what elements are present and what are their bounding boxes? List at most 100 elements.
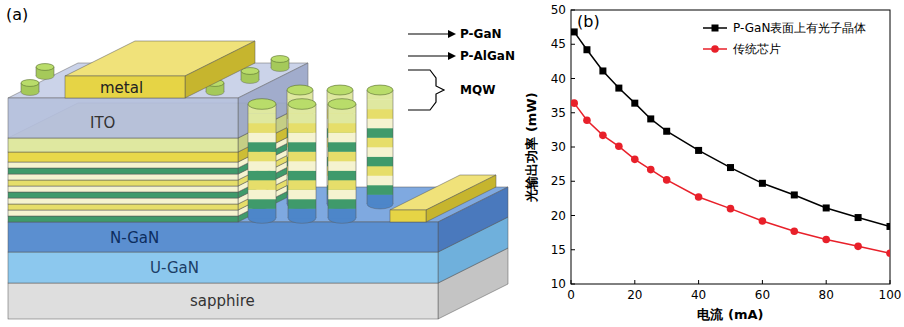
- pillar-band: [288, 199, 316, 209]
- pillar-band: [328, 142, 356, 152]
- pillar-band: [367, 185, 393, 195]
- legend: P-GaN表面上有光子晶体传统芯片: [703, 21, 866, 56]
- label-mqw: MQW: [460, 83, 495, 97]
- pillar-band: [328, 190, 356, 200]
- metal-pad-side: [185, 41, 255, 98]
- y-tick: [571, 181, 575, 182]
- mqw-stripe-front: [8, 216, 238, 222]
- y-axis-title: 光输出功率 (mW): [524, 92, 539, 202]
- nano-pillar: [241, 68, 259, 84]
- pillar-band: [367, 157, 393, 167]
- nano-pillar: [271, 56, 289, 72]
- arrow: [408, 55, 448, 56]
- pillar-top: [248, 99, 276, 110]
- pillar-band: [367, 119, 393, 129]
- u-gan-layer-front: [8, 252, 438, 283]
- pillar-band: [248, 114, 276, 124]
- pillar-band: [328, 199, 356, 209]
- y-tick: [571, 112, 575, 113]
- u-gan-layer: [8, 217, 508, 283]
- pillar-top: [21, 80, 39, 87]
- pillar-band: [288, 123, 316, 133]
- pillar-band: [248, 142, 276, 152]
- y-tick: [571, 44, 575, 45]
- mqw-stripe: [8, 151, 308, 192]
- pillar-band: [328, 152, 356, 162]
- x-tick-label: 60: [755, 288, 770, 302]
- pillar-edge: [327, 90, 328, 204]
- mqw-stripe-front: [8, 174, 238, 180]
- plot-marks: [571, 28, 890, 257]
- pillar-band: [288, 152, 316, 162]
- pillar-top: [288, 99, 316, 110]
- point: [887, 223, 891, 230]
- pillar-band: [328, 161, 356, 171]
- y-tick: [571, 78, 575, 79]
- pillar-edge: [287, 90, 288, 204]
- pillar-top: [328, 99, 356, 110]
- mqw-stripe-front: [8, 210, 238, 216]
- point: [822, 236, 830, 244]
- mqw-stripe-front: [8, 204, 238, 210]
- pillar-band: [367, 176, 393, 186]
- y-tick-label: 20: [551, 209, 566, 223]
- pillar-band: [367, 100, 393, 110]
- pillar-band: [248, 161, 276, 171]
- point: [855, 214, 862, 221]
- nano-pillar: [288, 99, 316, 224]
- pillar-top: [327, 85, 353, 95]
- nano-pillar: [21, 80, 39, 96]
- pillar-band: [288, 133, 316, 143]
- x-axis-title: 电流 (mA): [697, 307, 763, 322]
- chart-panel: 101520253035404550020406080100电流 (mA)光输出…: [520, 0, 904, 327]
- y-tick-label: 50: [551, 3, 566, 17]
- x-tick-label: 100: [879, 288, 902, 302]
- y-tick: [571, 284, 575, 285]
- metal-pad-front: [65, 76, 185, 98]
- pillar-band: [367, 166, 393, 176]
- pillar-edge: [356, 104, 357, 218]
- point: [599, 132, 607, 140]
- x-tick-label: 20: [627, 288, 642, 302]
- n-contact-side: [426, 175, 496, 222]
- point: [615, 85, 622, 92]
- mqw-stripe-top: [8, 139, 308, 174]
- pillar-band: [248, 199, 276, 209]
- pillar-band: [248, 123, 276, 133]
- point: [854, 243, 862, 251]
- point: [759, 180, 766, 187]
- pillar-band: [328, 171, 356, 181]
- pillar-band: [367, 195, 393, 205]
- point: [583, 46, 590, 53]
- point: [663, 176, 671, 184]
- mqw-stripe-front: [8, 162, 238, 168]
- pillar-band: [248, 180, 276, 190]
- mqw-stripe-front: [8, 192, 238, 198]
- pillar-band: [367, 138, 393, 148]
- mqw-stripe: [8, 133, 308, 174]
- diagram-panel: (a)metalITON-GaNU-GaNsapphireP-GaNP-AlGa…: [0, 0, 520, 327]
- label-u-gan: U-GaN: [150, 259, 199, 277]
- x-tick: [571, 280, 572, 284]
- point: [631, 100, 638, 107]
- point: [695, 193, 703, 201]
- pillar-band: [328, 209, 356, 219]
- x-tick: [634, 280, 635, 284]
- legend-label: 传统芯片: [733, 42, 781, 56]
- pillar-top: [271, 56, 289, 63]
- pillar-band: [367, 147, 393, 157]
- pillar-edge: [288, 104, 289, 218]
- mqw-stripe-front: [8, 198, 238, 204]
- x-tick: [698, 280, 699, 284]
- pillar-band: [288, 209, 316, 219]
- legend-label: P-GaN表面上有光子晶体: [733, 21, 866, 35]
- p-algan-layer-front: [8, 152, 238, 162]
- pillar-band: [288, 171, 316, 181]
- figure: (a)metalITON-GaNU-GaNsapphireP-GaNP-AlGa…: [0, 0, 904, 327]
- ito-layer-front: [8, 98, 238, 138]
- mqw-stripe: [8, 169, 308, 210]
- y-tick: [571, 249, 575, 250]
- series-line: [574, 103, 890, 253]
- nano-pillar: [367, 85, 393, 209]
- pillar-band: [288, 114, 316, 124]
